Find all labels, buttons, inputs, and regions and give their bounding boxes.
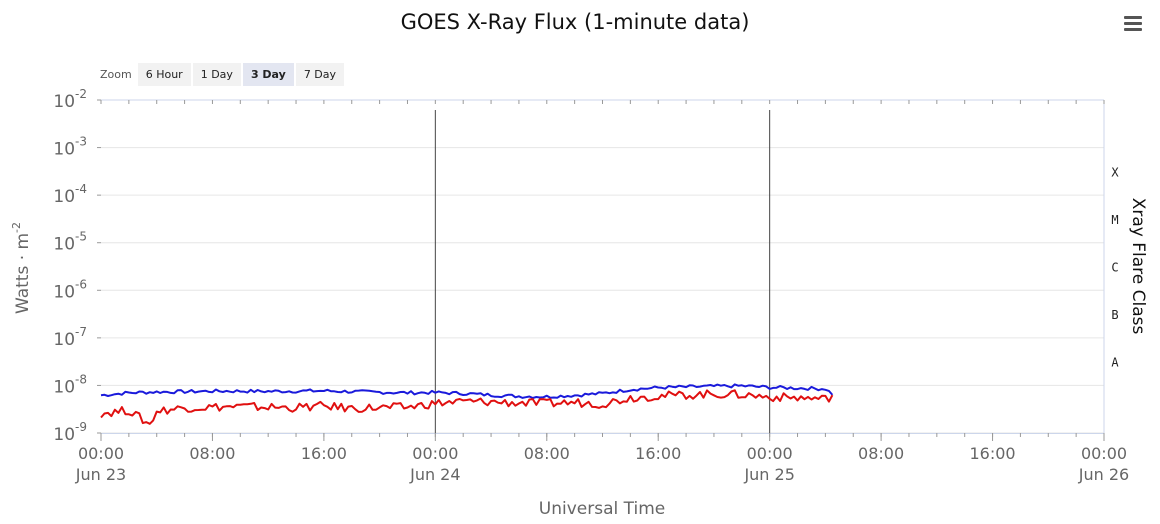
x-tick-date-label: Jun 26 <box>1078 465 1129 484</box>
x-tick-time-label: 16:00 <box>635 444 681 463</box>
zoom-6-hour-button[interactable]: 6 Hour <box>137 62 191 86</box>
y-tick-base: 10 <box>53 377 75 397</box>
y-tick-label: 10-9 <box>53 420 87 445</box>
x-axis-title: Universal Time <box>539 499 665 519</box>
x-tick-time-label: 16:00 <box>970 444 1016 463</box>
y-tick-label: 10-4 <box>53 182 87 207</box>
hamburger-menu-icon[interactable] <box>1124 16 1142 32</box>
y-tick-base: 10 <box>53 425 75 445</box>
y-tick-exponent: -2 <box>75 87 87 101</box>
x-tick-time-label: 00:00 <box>412 444 458 463</box>
y-tick-exponent: -6 <box>75 277 87 291</box>
y-tick-exponent: -9 <box>75 420 87 434</box>
y-tick-base: 10 <box>53 235 75 255</box>
y-tick-exponent: -4 <box>75 182 87 196</box>
y-axis-title-text: Watts · m <box>13 233 33 314</box>
y-tick-label: 10-2 <box>53 87 87 112</box>
series-line-1 <box>100 389 834 425</box>
y-axis-title-superscript: -2 <box>10 222 23 233</box>
x-tick-time-label: 00:00 <box>747 444 793 463</box>
y-tick-label: 10-3 <box>53 135 87 160</box>
x-tick-date-label: Jun 25 <box>743 465 794 484</box>
y-tick-label: 10-7 <box>53 325 87 350</box>
y-tick-label: 10-5 <box>53 230 87 255</box>
y-tick-base: 10 <box>53 330 75 350</box>
y-tick-label: 10-6 <box>53 277 87 302</box>
x-tick-time-label: 08:00 <box>524 444 570 463</box>
flare-class-label: B <box>1111 308 1118 322</box>
y-tick-base: 10 <box>53 92 75 112</box>
zoom-7-day-button[interactable]: 7 Day <box>295 62 345 86</box>
zoom-label: Zoom <box>100 67 132 81</box>
y-tick-exponent: -7 <box>75 325 87 339</box>
y-tick-base: 10 <box>53 187 75 207</box>
x-tick-date-label: Jun 24 <box>409 465 460 484</box>
y-tick-base: 10 <box>53 282 75 302</box>
flare-class-label: X <box>1111 165 1119 179</box>
y-axis-title: Watts · m-2 <box>10 222 33 314</box>
series-line-0 <box>100 383 834 399</box>
zoom-1-day-button[interactable]: 1 Day <box>192 62 241 86</box>
chart-title: GOES X-Ray Flux (1-minute data) <box>400 10 750 34</box>
y-tick-label: 10-8 <box>53 372 87 397</box>
x-tick-time-label: 00:00 <box>78 444 124 463</box>
x-tick-time-label: 16:00 <box>301 444 347 463</box>
flare-class-label: M <box>1111 213 1118 227</box>
flare-class-label: A <box>1111 356 1119 370</box>
x-tick-time-label: 08:00 <box>858 444 904 463</box>
zoom-selector: Zoom 6 Hour 1 Day 3 Day 7 Day <box>100 62 346 86</box>
x-tick-time-label: 00:00 <box>1081 444 1127 463</box>
x-tick-time-label: 08:00 <box>189 444 235 463</box>
y-tick-base: 10 <box>53 140 75 160</box>
flare-class-axis-title: Xray Flare Class <box>1128 198 1148 335</box>
zoom-3-day-button[interactable]: 3 Day <box>242 62 294 86</box>
flare-class-label: C <box>1111 261 1118 275</box>
y-tick-exponent: -8 <box>75 372 87 386</box>
y-tick-exponent: -3 <box>75 135 87 149</box>
x-tick-date-label: Jun 23 <box>75 465 126 484</box>
y-tick-exponent: -5 <box>75 230 87 244</box>
